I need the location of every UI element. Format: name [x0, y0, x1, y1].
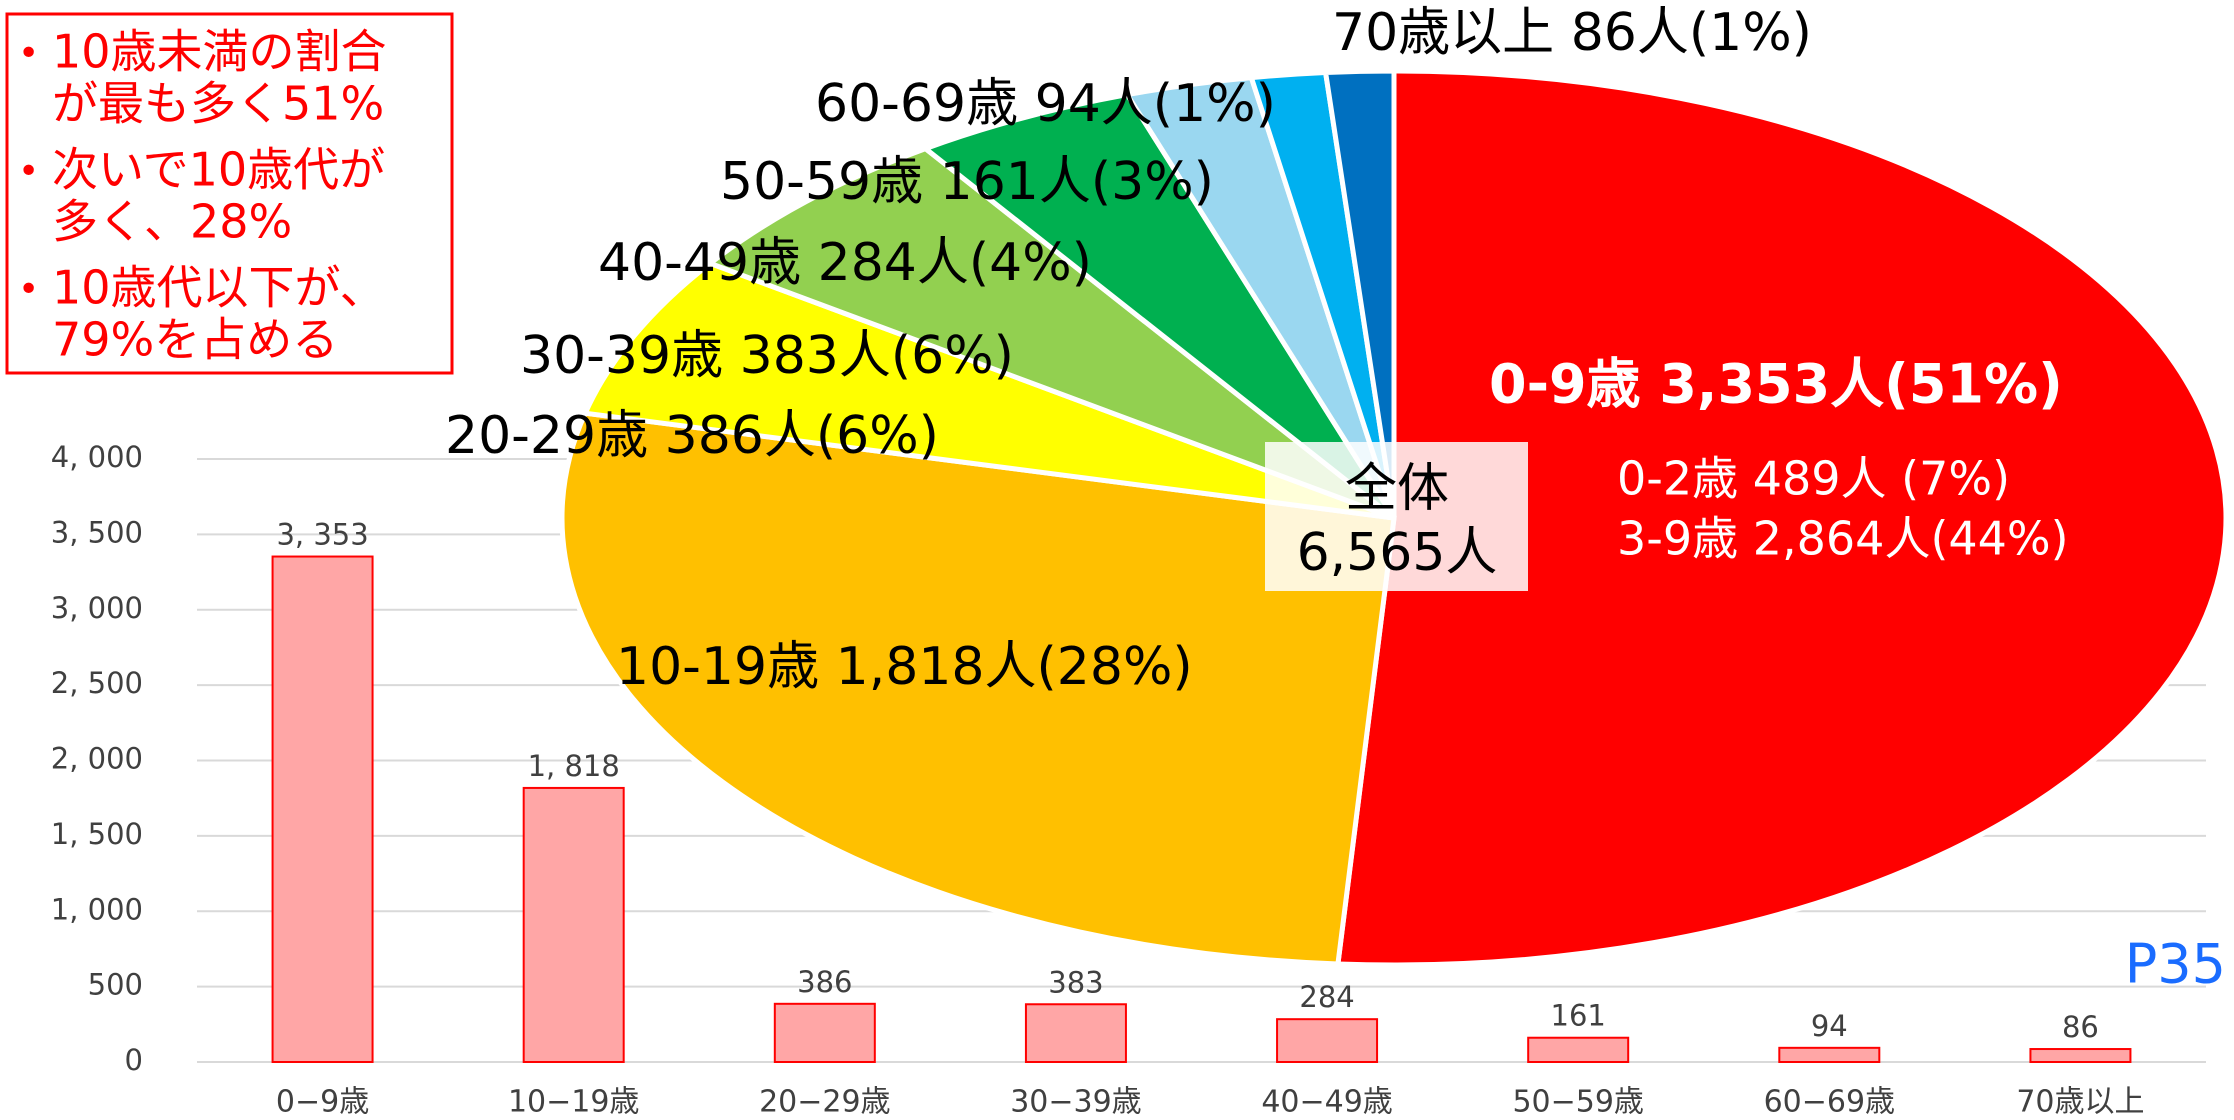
note-bullet: •: [18, 269, 39, 310]
data-label: 161: [1551, 999, 1606, 1033]
pie-label: 40-49歳 284人(4%): [598, 233, 1092, 293]
y-tick-label: 1, 000: [51, 892, 143, 926]
y-tick-label: 4, 000: [51, 440, 143, 474]
data-label: 86: [2062, 1010, 2099, 1044]
note-text: 79%を占める: [52, 313, 338, 367]
data-label: 94: [1811, 1009, 1848, 1043]
bar: [271, 555, 374, 1064]
bar: [1276, 1018, 1379, 1064]
pie-slice: [1335, 68, 2229, 968]
bar: [2029, 1048, 2132, 1064]
note-text: 多く、28%: [52, 195, 292, 249]
bar: [1024, 1003, 1127, 1064]
note-text: 10歳代以下が、: [52, 261, 386, 315]
pie-slice: [581, 260, 1395, 521]
y-tick-label: 3, 000: [51, 591, 143, 625]
note-bullet: •: [18, 151, 39, 192]
center-label: 6,565人: [1297, 523, 1498, 583]
data-label: 1, 818: [528, 749, 620, 783]
y-tick-label: 2, 000: [51, 742, 143, 776]
pie-label: 20-29歳 386人(6%): [445, 406, 939, 466]
pie-label: 70歳以上 86人(1%): [1332, 3, 1812, 63]
x-tick-label: 40−49歳: [1261, 1085, 1392, 1120]
note-text: 10歳未満の割合: [52, 25, 387, 79]
y-tick-label: 1, 500: [51, 817, 143, 851]
x-tick-label: 30−39歳: [1010, 1085, 1141, 1120]
pie-slice: [559, 410, 1397, 967]
x-tick-label: 50−59歳: [1512, 1085, 1643, 1120]
pie-slice: [705, 145, 1396, 521]
pie-slice: [920, 91, 1397, 520]
x-tick-label: 20−29歳: [759, 1085, 890, 1120]
pie-label: 60-69歳 94人(1%): [815, 74, 1276, 134]
bar: [522, 786, 625, 1064]
data-label: 383: [1048, 965, 1103, 999]
data-label: 284: [1299, 980, 1354, 1014]
y-tick-label: 0: [125, 1043, 143, 1077]
note-text: 次いで10歳代が: [52, 143, 385, 197]
y-tick-label: 500: [88, 968, 143, 1002]
x-tick-label: 70歳以上: [2016, 1085, 2144, 1120]
center-box: [1265, 442, 1528, 591]
bar: [773, 1002, 876, 1063]
note-text: が最も多く51%: [52, 77, 384, 131]
pie-sub-label: 0-2歳 489人 (7%): [1617, 452, 2010, 506]
pie-slice: [1322, 68, 1397, 519]
x-tick-label: 0−9歳: [276, 1085, 369, 1120]
note-bullet: •: [18, 33, 39, 74]
data-label: 386: [797, 965, 852, 999]
pie-label: 0-9歳 3,353人(51%): [1489, 353, 2063, 416]
center-label: 全体: [1345, 459, 1449, 519]
pie-label: 10-19歳 1,818人(28%): [616, 637, 1193, 697]
bar: [1778, 1046, 1881, 1063]
y-tick-label: 3, 500: [51, 515, 143, 549]
x-tick-label: 60−69歳: [1764, 1085, 1895, 1120]
pie-sub-label: 3-9歳 2,864人(44%): [1617, 512, 2069, 566]
pie-label: 50-59歳 161人(3%): [720, 152, 1214, 212]
data-label: 3, 353: [276, 518, 368, 552]
page-label: P35: [2125, 933, 2226, 996]
y-tick-label: 2, 500: [51, 666, 143, 700]
bar: [1527, 1036, 1630, 1063]
pie-label: 30-39歳 383人(6%): [520, 326, 1014, 386]
notes-box: [5, 12, 454, 375]
x-tick-label: 10−19歳: [508, 1085, 639, 1120]
